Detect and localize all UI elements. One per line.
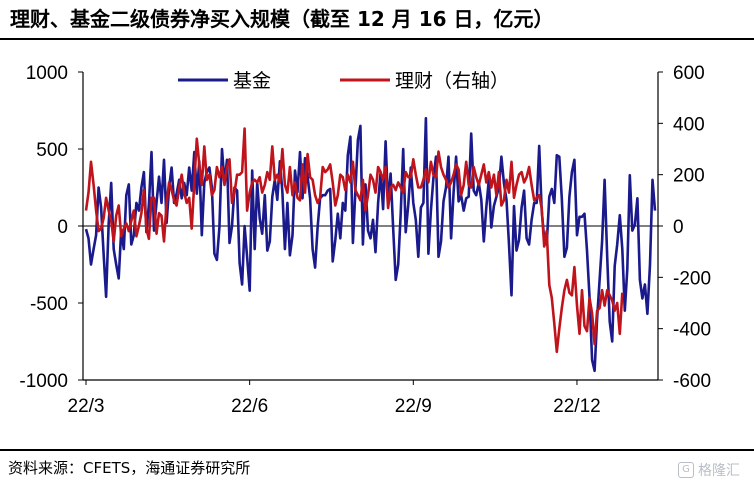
left-tick-label: -1000	[19, 371, 68, 392]
x-tick-label: 22/12	[553, 396, 601, 417]
right-tick-label: -400	[673, 320, 711, 341]
legend-label-wealth: 理财（右轴）	[395, 70, 509, 92]
right-tick-label: -600	[673, 371, 711, 392]
left-tick-label: 0	[57, 217, 68, 238]
right-tick-label: -200	[673, 268, 711, 289]
x-tick-label: 22/9	[395, 396, 432, 417]
chart-title: 理财、基金二级债券净买入规模（截至 12 月 16 日，亿元）	[10, 7, 554, 31]
left-tick-label: 500	[36, 140, 68, 161]
x-tick-label: 22/6	[231, 396, 268, 417]
chart-area: -1000 -500 0 500 1000 -600 -400 -200 0 200 400 600 2…	[19, 63, 711, 417]
left-tick-label: -500	[30, 294, 68, 315]
watermark-text: 格隆汇	[698, 463, 740, 479]
footer-rule	[0, 449, 754, 451]
title-rule	[0, 38, 754, 40]
legend: 基金 理财（右轴）	[178, 70, 509, 92]
watermark-logo-icon: G	[678, 462, 694, 478]
right-tick-label: 0	[673, 217, 684, 238]
right-tick-label: 600	[673, 63, 705, 84]
x-tick-label: 22/3	[68, 396, 105, 417]
series-layer	[84, 116, 657, 373]
axes-layer: -1000 -500 0 500 1000 -600 -400 -200 0 200 400 600 2…	[19, 63, 711, 417]
legend-label-fund: 基金	[233, 70, 271, 92]
watermark: G 格隆汇	[678, 460, 740, 480]
left-tick-label: 1000	[26, 63, 68, 84]
right-tick-label: 400	[673, 114, 705, 135]
source-note: 资料来源：CFETS，海通证券研究所	[8, 459, 251, 477]
right-tick-label: 200	[673, 166, 705, 187]
series-line-fund	[84, 116, 657, 373]
series-line-wealth	[84, 127, 624, 354]
